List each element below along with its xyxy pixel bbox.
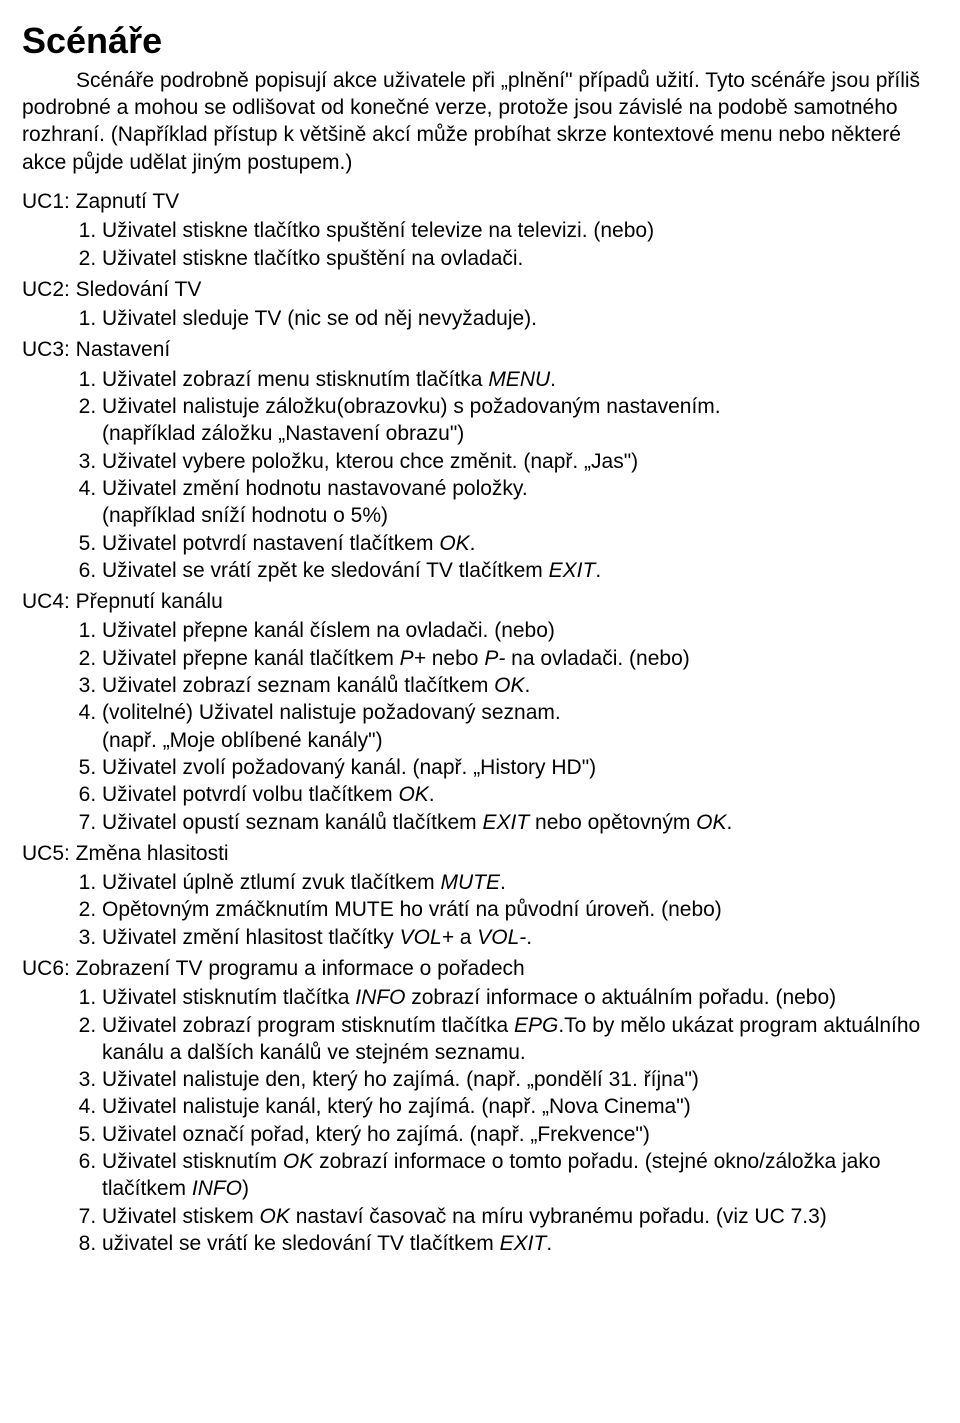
text: . xyxy=(470,532,476,555)
list-item: Uživatel stiskem OK nastaví časovač na m… xyxy=(102,1203,938,1230)
uc6-title: UC6: Zobrazení TV programu a informace o… xyxy=(22,955,938,982)
list-item: Uživatel úplně ztlumí zvuk tlačítkem MUT… xyxy=(102,869,938,896)
list-item: Uživatel vybere položku, kterou chce změ… xyxy=(102,448,938,475)
list-item: Uživatel potvrdí volbu tlačítkem OK. xyxy=(102,781,938,808)
text: Uživatel zobrazí seznam kanálů tlačítkem xyxy=(102,674,494,697)
keyword: INFO xyxy=(192,1177,242,1200)
list-item: Uživatel stiskne tlačítko spuštění na ov… xyxy=(102,245,938,272)
list-item: Uživatel nalistuje záložku(obrazovku) s … xyxy=(102,393,938,448)
keyword: OK xyxy=(260,1205,290,1228)
text: na ovladači. (nebo) xyxy=(505,647,689,670)
list-item: Uživatel stisknutím OK zobrazí informace… xyxy=(102,1148,938,1203)
text: Uživatel potvrdí volbu tlačítkem xyxy=(102,783,398,806)
sub-text: (např. „Moje oblíbené kanály") xyxy=(102,727,938,754)
text: nastaví časovač na míru vybranému pořadu… xyxy=(290,1205,827,1228)
keyword: VOL- xyxy=(477,926,526,949)
keyword: OK xyxy=(283,1150,313,1173)
keyword: MUTE xyxy=(440,871,500,894)
uc1-list: Uživatel stiskne tlačítko spuštění telev… xyxy=(22,217,938,272)
text: Uživatel stisknutím xyxy=(102,1150,283,1173)
text: . xyxy=(525,674,531,697)
keyword: OK xyxy=(398,783,428,806)
list-item: Uživatel zobrazí program stisknutím tlač… xyxy=(102,1012,938,1067)
text: (volitelné) Uživatel nalistuje požadovan… xyxy=(102,701,561,724)
list-item: Uživatel změní hodnotu nastavované polož… xyxy=(102,475,938,530)
text: Uživatel stisknutím tlačítka xyxy=(102,986,355,1009)
text: . xyxy=(526,926,532,949)
list-item: Uživatel zvolí požadovaný kanál. (např. … xyxy=(102,754,938,781)
uc5-list: Uživatel úplně ztlumí zvuk tlačítkem MUT… xyxy=(22,869,938,951)
text: . xyxy=(727,811,733,834)
keyword: INFO xyxy=(355,986,405,1009)
text: Uživatel potvrdí nastavení tlačítkem xyxy=(102,532,439,555)
uc1-title: UC1: Zapnutí TV xyxy=(22,188,938,215)
list-item: (volitelné) Uživatel nalistuje požadovan… xyxy=(102,699,938,754)
text: nebo opětovným xyxy=(529,811,696,834)
keyword: EPG xyxy=(514,1014,558,1037)
text: . xyxy=(500,871,506,894)
list-item: Uživatel změní hlasitost tlačítky VOL+ a… xyxy=(102,924,938,951)
sub-text: (například sníží hodnotu o 5%) xyxy=(102,502,938,529)
sub-text: (například záložku „Nastavení obrazu") xyxy=(102,420,938,447)
text: Uživatel opustí seznam kanálů tlačítkem xyxy=(102,811,483,834)
keyword: P- xyxy=(484,647,505,670)
list-item: Uživatel nalistuje den, který ho zajímá.… xyxy=(102,1066,938,1093)
list-item: Uživatel zobrazí seznam kanálů tlačítkem… xyxy=(102,672,938,699)
list-item: Uživatel označí pořad, který ho zajímá. … xyxy=(102,1121,938,1148)
text: Uživatel stiskem xyxy=(102,1205,260,1228)
keyword: EXIT xyxy=(500,1232,547,1255)
text: Uživatel nalistuje záložku(obrazovku) s … xyxy=(102,395,721,418)
text: zobrazí informace o aktuálním pořadu. (n… xyxy=(405,986,836,1009)
page-title: Scénáře xyxy=(22,18,938,65)
text: ) xyxy=(242,1177,249,1200)
list-item: Opětovným zmáčknutím MUTE ho vrátí na pů… xyxy=(102,896,938,923)
text: Uživatel zobrazí program stisknutím tlač… xyxy=(102,1014,514,1037)
list-item: uživatel se vrátí ke sledování TV tlačít… xyxy=(102,1230,938,1257)
list-item: Uživatel přepne kanál číslem na ovladači… xyxy=(102,617,938,644)
text: uživatel se vrátí ke sledování TV tlačít… xyxy=(102,1232,500,1255)
list-item: Uživatel přepne kanál tlačítkem P+ nebo … xyxy=(102,645,938,672)
text: . xyxy=(546,1232,552,1255)
list-item: Uživatel sleduje TV (nic se od něj nevyž… xyxy=(102,305,938,332)
keyword: OK xyxy=(439,532,469,555)
text: . xyxy=(550,368,556,391)
list-item: Uživatel opustí seznam kanálů tlačítkem … xyxy=(102,809,938,836)
keyword: VOL+ xyxy=(400,926,454,949)
intro-paragraph: Scénáře podrobně popisují akce uživatele… xyxy=(22,67,938,176)
text: . xyxy=(429,783,435,806)
uc2-list: Uživatel sleduje TV (nic se od něj nevyž… xyxy=(22,305,938,332)
uc5-title: UC5: Změna hlasitosti xyxy=(22,840,938,867)
uc2-title: UC2: Sledování TV xyxy=(22,276,938,303)
keyword: EXIT xyxy=(549,559,596,582)
keyword: MUTE xyxy=(334,898,394,921)
text: Uživatel přepne kanál tlačítkem xyxy=(102,647,400,670)
keyword: MENU xyxy=(488,368,550,391)
list-item: Uživatel potvrdí nastavení tlačítkem OK. xyxy=(102,530,938,557)
text: a xyxy=(454,926,477,949)
uc3-title: UC3: Nastavení xyxy=(22,336,938,363)
text: Uživatel se vrátí zpět ke sledování TV t… xyxy=(102,559,549,582)
keyword: OK xyxy=(494,674,524,697)
uc4-list: Uživatel přepne kanál číslem na ovladači… xyxy=(22,617,938,835)
list-item: Uživatel zobrazí menu stisknutím tlačítk… xyxy=(102,366,938,393)
uc6-list: Uživatel stisknutím tlačítka INFO zobraz… xyxy=(22,984,938,1257)
keyword: P+ xyxy=(400,647,426,670)
list-item: Uživatel se vrátí zpět ke sledování TV t… xyxy=(102,557,938,584)
keyword: OK xyxy=(696,811,726,834)
text: Uživatel zobrazí menu stisknutím tlačítk… xyxy=(102,368,488,391)
text: ho vrátí na původní úroveň. (nebo) xyxy=(394,898,722,921)
uc4-title: UC4: Přepnutí kanálu xyxy=(22,588,938,615)
text: Uživatel změní hodnotu nastavované polož… xyxy=(102,477,528,500)
text: . xyxy=(595,559,601,582)
text: nebo xyxy=(426,647,484,670)
text: Uživatel změní hlasitost tlačítky xyxy=(102,926,400,949)
keyword: EXIT xyxy=(483,811,530,834)
text: Uživatel úplně ztlumí zvuk tlačítkem xyxy=(102,871,440,894)
list-item: Uživatel stisknutím tlačítka INFO zobraz… xyxy=(102,984,938,1011)
list-item: Uživatel stiskne tlačítko spuštění telev… xyxy=(102,217,938,244)
uc3-list: Uživatel zobrazí menu stisknutím tlačítk… xyxy=(22,366,938,584)
list-item: Uživatel nalistuje kanál, který ho zajím… xyxy=(102,1093,938,1120)
text: Opětovným zmáčknutím xyxy=(102,898,334,921)
